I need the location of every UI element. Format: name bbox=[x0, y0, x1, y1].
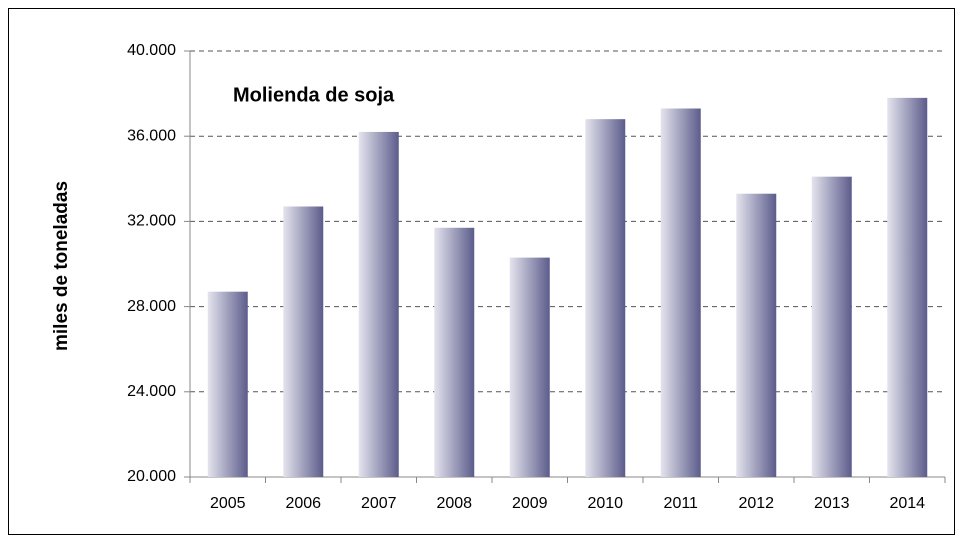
bar bbox=[887, 97, 928, 478]
y-tick-label: 40.000 bbox=[127, 42, 176, 59]
y-tick-label: 20.000 bbox=[127, 468, 176, 485]
bar bbox=[736, 193, 777, 477]
bar bbox=[283, 206, 324, 478]
x-tick-label: 2006 bbox=[285, 495, 321, 512]
y-tick-label: 32.000 bbox=[127, 213, 176, 230]
bar bbox=[660, 108, 701, 477]
x-tick-label: 2009 bbox=[512, 495, 548, 512]
y-tick-label: 24.000 bbox=[127, 383, 176, 400]
x-tick-label: 2013 bbox=[814, 495, 850, 512]
bar bbox=[207, 291, 248, 477]
x-tick-label: 2007 bbox=[361, 495, 397, 512]
x-tick-label: 2010 bbox=[587, 495, 623, 512]
chart-border bbox=[8, 8, 955, 535]
bar bbox=[509, 257, 550, 477]
bar bbox=[434, 227, 475, 477]
x-tick-label: 2005 bbox=[210, 495, 246, 512]
x-tick-label: 2012 bbox=[738, 495, 774, 512]
bar bbox=[585, 119, 626, 477]
bar bbox=[811, 176, 852, 478]
y-tick-label: 36.000 bbox=[127, 127, 176, 144]
y-axis-label: miles de toneladas bbox=[51, 181, 72, 351]
x-tick-label: 2008 bbox=[436, 495, 472, 512]
x-tick-label: 2014 bbox=[889, 495, 925, 512]
y-tick-label: 28.000 bbox=[127, 298, 176, 315]
bar bbox=[358, 131, 399, 477]
chart-title: Molienda de soja bbox=[233, 84, 395, 106]
x-tick-label: 2011 bbox=[664, 495, 699, 512]
